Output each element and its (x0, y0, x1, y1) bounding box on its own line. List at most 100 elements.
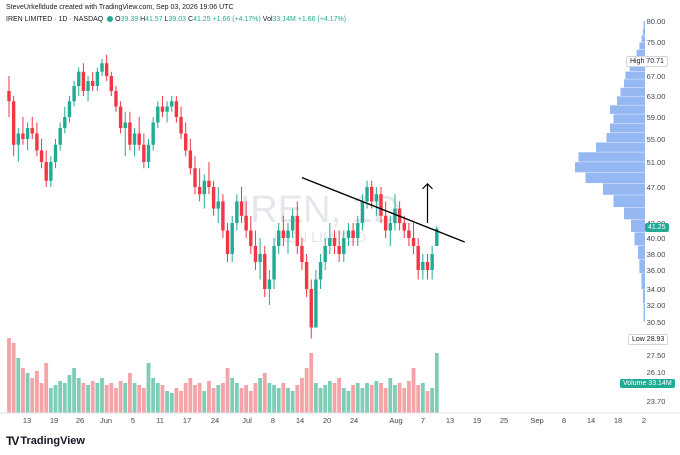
high-label: H (140, 16, 146, 23)
date-tick: 26 (76, 416, 84, 425)
volume-profile-bar (641, 273, 645, 290)
candle-body (383, 215, 388, 231)
volume-bar (286, 388, 290, 413)
volume-bar (7, 338, 11, 413)
volume-bar (300, 378, 304, 413)
volume-profile-bar (613, 195, 645, 208)
candle-body (77, 71, 81, 86)
candle-body (435, 228, 439, 246)
volume-bar (416, 385, 421, 413)
candle-body (411, 238, 416, 246)
high-badge: High 70.71 (626, 56, 668, 67)
candle-body (211, 187, 216, 209)
volume-bar (230, 378, 235, 413)
volume-bar (104, 385, 109, 413)
volume-profile-bar (620, 87, 645, 96)
date-tick: 24 (211, 416, 219, 425)
candle-body (132, 133, 137, 145)
candle-body (244, 215, 248, 231)
chart-credit: SteveUrkelldude created with TradingView… (6, 4, 234, 11)
volume-profile-bar (639, 259, 645, 274)
candle-body (360, 201, 365, 223)
date-tick: 18 (614, 416, 622, 425)
volume-bar (309, 353, 314, 413)
volume-bar (72, 368, 76, 413)
volume-bar (86, 385, 90, 413)
candle-body (49, 162, 53, 181)
candle-body (21, 133, 25, 139)
volume-bar (393, 385, 397, 413)
volume-bar (202, 391, 207, 413)
volume-bar (248, 391, 253, 413)
volume-profile-bar (596, 142, 645, 152)
date-tick: 17 (183, 416, 191, 425)
volume-bar (318, 388, 323, 413)
volume-bar (81, 383, 86, 413)
price-tick: 23.70 (647, 397, 666, 406)
volume-bar (21, 368, 25, 413)
price-tick: 55.00 (647, 135, 666, 144)
arrow-up-icon (422, 183, 433, 190)
volume-bar (304, 368, 309, 413)
volume-bar (388, 378, 393, 413)
candle-body (104, 63, 109, 76)
candle-body (142, 144, 146, 162)
volume-bar (211, 388, 216, 413)
volume-bar (374, 381, 379, 413)
volume-bar (90, 381, 95, 413)
price-tick: 75.00 (647, 38, 666, 47)
candle-body (160, 106, 165, 112)
candle-body (337, 246, 341, 254)
volume-bar (420, 383, 425, 413)
candle-body (407, 230, 411, 238)
volume-bar (165, 391, 169, 413)
date-tick: 19 (50, 416, 58, 425)
candle-body (370, 187, 374, 202)
candle-body (286, 230, 290, 238)
candle-body (332, 238, 337, 246)
volume-bar (128, 373, 132, 413)
candle-body (170, 101, 174, 107)
low-label: L (164, 16, 169, 23)
price-tick: 80.00 (647, 17, 666, 26)
candle-body (230, 223, 234, 254)
volume-profile-bar (603, 183, 645, 195)
candle-body (39, 150, 44, 162)
candle-body (95, 71, 100, 86)
volume-bar (397, 383, 402, 413)
candle-body (300, 246, 304, 262)
volume-bar (411, 368, 416, 413)
candle-body (249, 230, 253, 246)
volume-profile-bar (578, 152, 645, 162)
candle-body (35, 133, 39, 151)
candle-body (416, 246, 420, 270)
tradingview-brand: TradingView (20, 435, 85, 447)
candle-body (151, 122, 155, 145)
volume-bar (234, 383, 239, 413)
candle-body (100, 63, 104, 72)
candle-body (421, 262, 425, 270)
volume-bar (314, 383, 318, 413)
price-tick: 67.00 (647, 72, 666, 81)
price-tick: 59.00 (647, 113, 666, 122)
volume-profile-bar (624, 207, 645, 220)
volume-bar (58, 381, 63, 413)
volume-bar (341, 388, 346, 413)
volume-bar (434, 353, 439, 413)
candle-body (72, 86, 76, 102)
volume-bar (369, 385, 374, 413)
date-tick: Jun (100, 416, 112, 425)
candle-body (402, 223, 406, 231)
date-tick: 2 (642, 416, 646, 425)
volume-bar (67, 375, 72, 413)
volume-bar (225, 368, 230, 413)
volume-bar (295, 385, 300, 413)
tradingview-logo[interactable]: TV TradingView (6, 434, 85, 448)
trendline[interactable] (301, 176, 465, 243)
volume-profile-bar (585, 172, 645, 184)
candle-body (174, 101, 179, 117)
volume-bar (141, 388, 146, 413)
volume-bar (146, 363, 151, 413)
volume-bar (290, 391, 295, 413)
